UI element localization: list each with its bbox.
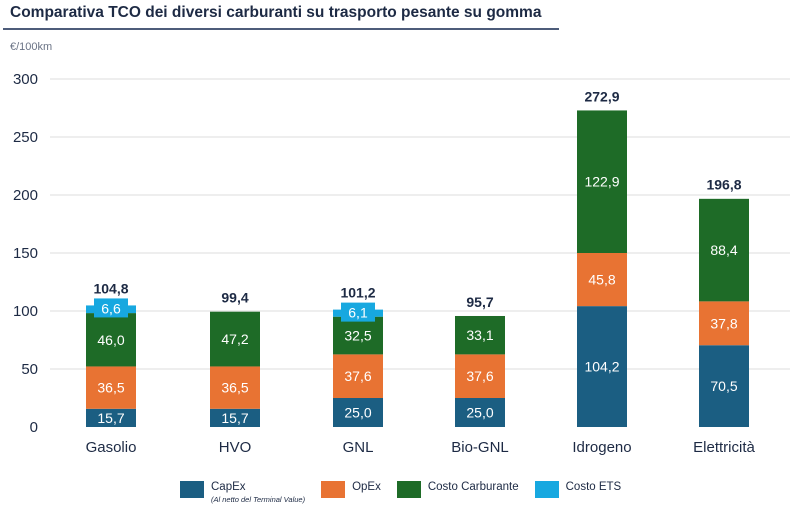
legend-swatch — [321, 481, 346, 498]
bar-segment-costo-carburante — [86, 313, 136, 367]
bars: 15,7 36,5 46,0 6,6 104,8 15,7 36,5 47,2 99,4 25,0… — [86, 88, 749, 427]
total-value-label: 272,9 — [584, 88, 619, 104]
segment-value-label: 25,0 — [466, 405, 493, 421]
segment-value-label: 32,5 — [344, 328, 371, 344]
bar-segment-capex — [86, 408, 136, 427]
bar-segment-opex — [333, 354, 383, 398]
legend-item-costo-carburante: Costo Carburante — [396, 479, 519, 498]
x-axis-categories: Gasolio HVO GNL Bio-GNL Idrogeno Elettricità — [86, 439, 756, 456]
x-category-label: GNL — [343, 439, 374, 456]
bar-segment-costo-carburante — [577, 110, 627, 253]
y-axis-ticks: 0 50 100 150 200 250 300 — [13, 71, 38, 436]
legend-label: CapEx (Al netto del Terminal Value) — [211, 479, 305, 506]
segment-value-label: 15,7 — [221, 410, 248, 426]
x-category-label: HVO — [219, 439, 252, 456]
gridlines — [50, 78, 790, 370]
segment-value-label: 104,2 — [584, 359, 619, 375]
segment-value-label: 6,1 — [348, 305, 368, 321]
segment-value-label: 45,8 — [588, 272, 615, 288]
segment-value-label: 122,9 — [584, 174, 619, 190]
total-value-label: 95,7 — [466, 294, 493, 310]
bar-segment-opex — [86, 366, 136, 409]
y-tick-label: 250 — [13, 129, 38, 146]
segment-value-label: 36,5 — [97, 380, 124, 396]
legend-label-text: CapEx — [211, 481, 246, 493]
segment-value-label: 47,2 — [221, 331, 248, 347]
total-value-label: 99,4 — [221, 290, 248, 306]
legend-item-costo-ets: Costo ETS — [534, 479, 622, 498]
bar-segment-opex — [210, 366, 260, 409]
bar-segment-capex — [333, 398, 383, 427]
bar-stack-elettricit-: 70,5 37,8 88,4 196,8 — [699, 177, 749, 427]
legend-label-text: OpEx — [352, 481, 381, 493]
total-value-label: 104,8 — [93, 280, 128, 296]
ets-label-box — [94, 298, 128, 318]
segment-value-label: 25,0 — [344, 405, 371, 421]
legend-swatch — [180, 481, 204, 498]
segment-value-label: 46,0 — [97, 332, 124, 348]
y-tick-label: 0 — [30, 419, 38, 436]
chart-title: Comparativa TCO dei diversi carburanti s… — [10, 4, 542, 21]
segment-value-label: 37,6 — [344, 368, 371, 384]
legend-label: Costo ETS — [566, 479, 622, 493]
segment-value-label: 37,6 — [466, 368, 493, 384]
legend-label: Costo Carburante — [428, 479, 519, 493]
bar-stack-gnl: 25,0 37,6 32,5 6,1 101,2 — [333, 285, 383, 427]
y-tick-label: 150 — [13, 245, 38, 262]
segment-value-label: 36,5 — [221, 380, 248, 396]
legend-swatch — [534, 481, 559, 498]
bar-segment-capex — [455, 398, 505, 427]
bar-segment-costo-carburante — [455, 315, 505, 355]
segment-value-label: 6,6 — [101, 300, 121, 316]
bar-stack-gasolio: 15,7 36,5 46,0 6,6 104,8 — [86, 280, 136, 427]
x-category-label: Bio-GNL — [451, 439, 509, 456]
legend: CapEx (Al netto del Terminal Value) OpEx Co… — [180, 479, 637, 506]
bar-segment-capex — [577, 306, 627, 427]
bar-segment-opex — [455, 354, 505, 398]
x-category-label: Elettricità — [693, 439, 755, 456]
total-value-label: 196,8 — [706, 177, 741, 193]
legend-item-capex: CapEx (Al netto del Terminal Value) — [180, 479, 305, 506]
legend-label-text: Costo Carburante — [427, 481, 519, 493]
legend-swatch — [396, 481, 421, 498]
bar-segment-costo-carburante — [699, 198, 749, 302]
legend-label: OpEx — [352, 479, 381, 493]
y-tick-label: 100 — [13, 303, 38, 320]
segment-value-label: 88,4 — [710, 242, 737, 258]
legend-label-text: Costo ETS — [565, 481, 622, 493]
y-axis-unit-label: €/100km — [10, 41, 53, 53]
segment-value-label: 70,5 — [710, 378, 737, 394]
segment-value-label: 33,1 — [466, 327, 493, 343]
total-value-label: 101,2 — [340, 285, 375, 301]
bar-segment-capex — [699, 345, 749, 427]
legend-note: (Al netto del Terminal Value) — [211, 495, 306, 504]
bar-stack-hvo: 15,7 36,5 47,2 99,4 — [210, 290, 260, 427]
bar-segment-costo-carburante — [210, 311, 260, 367]
bar-stack-bio-gnl: 25,0 37,6 33,1 95,7 — [455, 294, 505, 427]
x-category-label: Idrogeno — [572, 439, 631, 456]
bar-stack-idrogeno: 104,2 45,8 122,9 272,9 — [577, 88, 627, 427]
segment-value-label: 15,7 — [97, 410, 124, 426]
y-tick-label: 50 — [21, 361, 38, 378]
bar-segment-costo-carburante — [333, 316, 383, 355]
bar-segment-opex — [577, 253, 627, 307]
segment-value-label: 37,8 — [710, 315, 737, 331]
legend-item-opex: OpEx — [321, 479, 381, 498]
x-category-label: Gasolio — [86, 439, 137, 456]
title-underline — [3, 28, 559, 30]
ets-label-box — [341, 302, 375, 322]
bar-segment-capex — [210, 408, 260, 427]
y-tick-label: 300 — [13, 71, 38, 88]
y-tick-label: 200 — [13, 187, 38, 204]
bar-segment-opex — [699, 301, 749, 346]
